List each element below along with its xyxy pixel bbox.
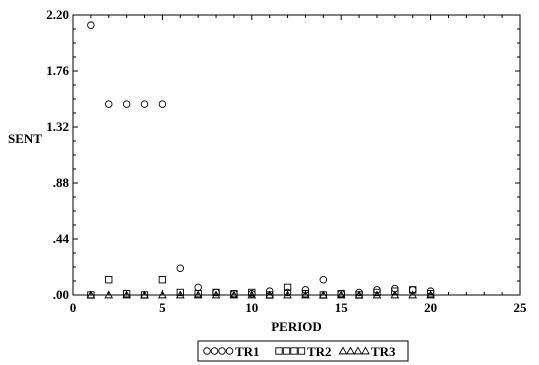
point-tr2-square [409, 286, 417, 294]
point-tr3-triangle [140, 290, 149, 299]
x-tick-label: 5 [159, 300, 166, 315]
y-tick-label: 1.32 [46, 119, 69, 134]
point-tr3-triangle [354, 290, 364, 299]
y-tick-label: .88 [53, 175, 70, 190]
legend-label-tr3: TR3 [371, 344, 396, 359]
point-tr3-triangle [158, 290, 167, 299]
point-tr2-square [176, 288, 184, 297]
series-tr1 [87, 21, 435, 298]
y-tick-label: 1.76 [46, 63, 69, 78]
point-tr3-triangle [265, 290, 275, 299]
legend-symbol-tr1 [218, 347, 226, 355]
point-tr2-square [373, 288, 381, 297]
point-tr3-triangle [122, 290, 132, 299]
legend: TR1 TR2 TR3 [197, 340, 409, 362]
plot-frame [72, 14, 521, 296]
legend-symbol-tr3 [361, 346, 370, 355]
legend-label-tr1: TR1 [235, 344, 260, 359]
point-tr3-triangle [247, 290, 257, 299]
legend-symbol-tr2 [275, 347, 283, 355]
series-tr2 [87, 276, 435, 299]
point-tr1-circle [283, 288, 292, 297]
point-tr3-triangle [193, 290, 203, 299]
point-tr3-triangle [390, 290, 400, 299]
point-tr2-square [212, 288, 220, 297]
point-tr1-circle [87, 21, 95, 29]
legend-symbol-tr2 [282, 347, 291, 355]
legend-symbol-tr1 [203, 347, 211, 355]
x-tick-label: 20 [424, 300, 437, 315]
point-tr3-triangle [408, 290, 418, 299]
legend-symbol-tr2 [290, 347, 298, 355]
point-tr2-square [391, 287, 399, 295]
y-tick-label: 2.20 [46, 7, 69, 22]
point-tr3-triangle [426, 290, 435, 299]
point-tr2-square [105, 276, 113, 284]
point-tr1-circle [265, 287, 274, 295]
y-tick-label: .44 [53, 231, 70, 246]
x-tick-label: 25 [514, 300, 528, 315]
y-tick-label: .00 [53, 287, 69, 302]
legend-symbol-tr3 [346, 346, 355, 355]
point-tr1-circle [319, 275, 328, 284]
legend-symbol-tr3 [338, 346, 348, 355]
legend-symbol-tr1 [225, 347, 234, 355]
point-tr1-circle [140, 100, 149, 108]
point-tr3-triangle [372, 290, 382, 299]
x-tick-label: 10 [245, 300, 258, 315]
legend-symbol-tr2 [297, 347, 306, 355]
point-tr1-circle [194, 283, 202, 292]
point-tr2-square [158, 276, 167, 284]
point-tr1-circle [158, 100, 167, 108]
plot-axes: .00 .44 .88 1.32 1.76 2.20 0 5 10 15 20 25 [46, 7, 527, 315]
y-axis-title: SENT [8, 131, 42, 146]
point-tr2-square [248, 288, 256, 297]
legend-symbol-tr3 [353, 346, 363, 355]
point-tr1-circle [301, 286, 310, 294]
legend-box [197, 340, 409, 362]
point-tr3-triangle [104, 290, 114, 299]
point-tr1-circle [122, 100, 131, 108]
x-axis-title: PERIOD [271, 319, 322, 334]
x-tick-label: 15 [335, 300, 349, 315]
point-tr3-triangle [336, 290, 346, 299]
series-tr3 [86, 290, 435, 299]
point-tr3-triangle [175, 290, 185, 299]
point-tr3-triangle [301, 290, 310, 299]
point-tr3-triangle [211, 290, 221, 299]
point-tr3-triangle [229, 290, 239, 299]
point-tr3-triangle [283, 290, 292, 299]
point-tr1-circle [176, 264, 185, 273]
point-tr3-triangle [86, 290, 96, 299]
data-points [86, 21, 435, 299]
legend-label-tr2: TR2 [307, 344, 332, 359]
point-tr1-circle [105, 100, 113, 108]
x-tick-label: 0 [70, 300, 77, 315]
legend-symbol-tr1 [210, 347, 219, 355]
point-tr3-triangle [318, 290, 328, 299]
